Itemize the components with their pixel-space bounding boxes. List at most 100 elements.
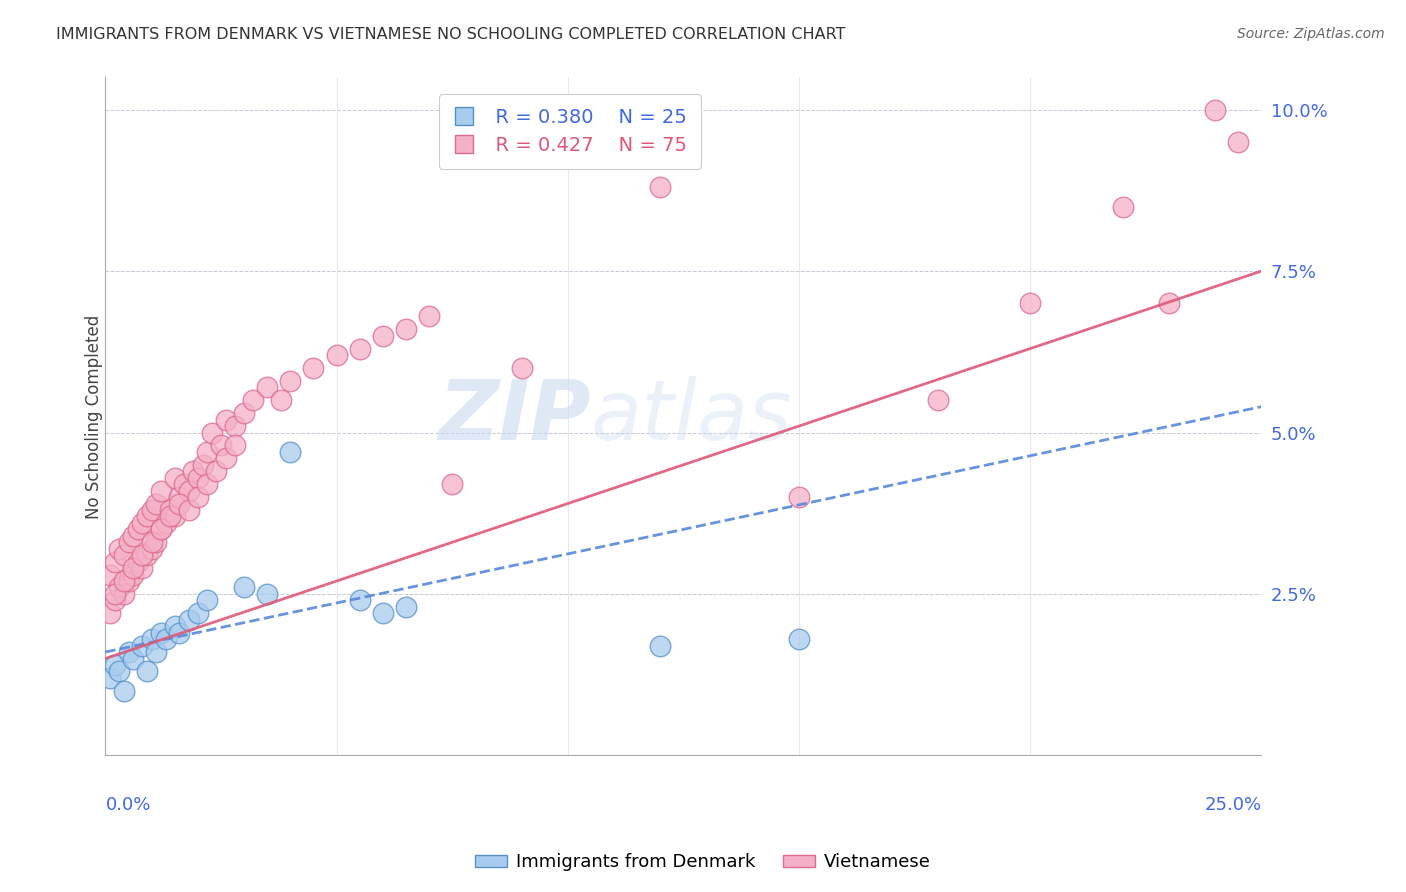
Point xyxy=(169,625,191,640)
Point xyxy=(155,632,177,647)
Point xyxy=(159,509,181,524)
Point xyxy=(122,567,145,582)
Point xyxy=(112,683,135,698)
Point xyxy=(131,561,153,575)
Point xyxy=(163,619,186,633)
Point xyxy=(195,445,218,459)
Point xyxy=(98,567,121,582)
Point xyxy=(145,645,167,659)
Point xyxy=(1204,103,1226,117)
Point xyxy=(1019,296,1042,310)
Point xyxy=(187,607,209,621)
Point xyxy=(1227,135,1250,149)
Point xyxy=(136,665,159,679)
Point xyxy=(98,607,121,621)
Point xyxy=(141,541,163,556)
Point xyxy=(349,593,371,607)
Point xyxy=(163,471,186,485)
Point xyxy=(122,651,145,665)
Point xyxy=(141,503,163,517)
Text: Source: ZipAtlas.com: Source: ZipAtlas.com xyxy=(1237,27,1385,41)
Point xyxy=(117,535,139,549)
Point xyxy=(149,522,172,536)
Point xyxy=(256,587,278,601)
Text: atlas: atlas xyxy=(591,376,793,457)
Point xyxy=(136,509,159,524)
Point xyxy=(131,548,153,562)
Point xyxy=(927,393,949,408)
Point xyxy=(418,310,440,324)
Point xyxy=(169,497,191,511)
Point xyxy=(256,380,278,394)
Point xyxy=(131,639,153,653)
Point xyxy=(325,348,347,362)
Point xyxy=(155,516,177,530)
Point xyxy=(224,438,246,452)
Point xyxy=(395,322,418,336)
Point xyxy=(650,180,672,194)
Point xyxy=(371,607,394,621)
Point xyxy=(112,548,135,562)
Point xyxy=(787,490,810,504)
Point xyxy=(145,535,167,549)
Point xyxy=(181,464,204,478)
Point xyxy=(104,657,127,672)
Point xyxy=(302,361,325,376)
Point xyxy=(1111,200,1133,214)
Point xyxy=(177,613,200,627)
Legend:   R = 0.380    N = 25,   R = 0.427    N = 75: R = 0.380 N = 25, R = 0.427 N = 75 xyxy=(439,94,702,169)
Point xyxy=(395,599,418,614)
Point xyxy=(127,555,149,569)
Point xyxy=(149,483,172,498)
Point xyxy=(163,509,186,524)
Point xyxy=(787,632,810,647)
Point xyxy=(122,561,145,575)
Point xyxy=(233,406,256,420)
Point xyxy=(349,342,371,356)
Point xyxy=(441,477,464,491)
Point xyxy=(122,529,145,543)
Text: 25.0%: 25.0% xyxy=(1204,796,1261,814)
Point xyxy=(209,438,232,452)
Point xyxy=(280,374,302,388)
Point xyxy=(117,645,139,659)
Point xyxy=(104,555,127,569)
Point xyxy=(145,497,167,511)
Point xyxy=(195,593,218,607)
Point xyxy=(280,445,302,459)
Point xyxy=(131,516,153,530)
Point xyxy=(177,503,200,517)
Point xyxy=(112,574,135,588)
Point xyxy=(187,490,209,504)
Point xyxy=(214,412,236,426)
Point xyxy=(141,632,163,647)
Point xyxy=(242,393,264,408)
Point xyxy=(108,665,131,679)
Point xyxy=(159,503,181,517)
Point xyxy=(127,522,149,536)
Y-axis label: No Schooling Completed: No Schooling Completed xyxy=(86,314,103,518)
Point xyxy=(117,574,139,588)
Point xyxy=(149,522,172,536)
Point xyxy=(112,587,135,601)
Text: 0.0%: 0.0% xyxy=(105,796,150,814)
Point xyxy=(108,541,131,556)
Point xyxy=(149,625,172,640)
Point xyxy=(136,548,159,562)
Point xyxy=(98,671,121,685)
Point xyxy=(104,593,127,607)
Point xyxy=(104,587,127,601)
Point xyxy=(141,535,163,549)
Point xyxy=(187,471,209,485)
Point xyxy=(191,458,214,472)
Point xyxy=(201,425,224,440)
Point xyxy=(108,581,131,595)
Point xyxy=(557,122,579,136)
Point xyxy=(1157,296,1180,310)
Point xyxy=(214,451,236,466)
Point xyxy=(205,464,228,478)
Point xyxy=(195,477,218,491)
Point xyxy=(173,477,195,491)
Point xyxy=(650,639,672,653)
Legend: Immigrants from Denmark, Vietnamese: Immigrants from Denmark, Vietnamese xyxy=(468,847,938,879)
